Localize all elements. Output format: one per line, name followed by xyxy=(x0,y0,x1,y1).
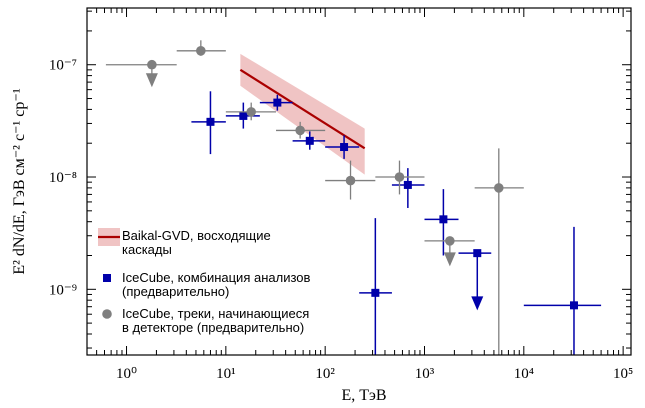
ticks-layer: 10⁰ 10¹ 10² 10³ 10⁴ 10⁵ 10⁻⁹ 10⁻⁸ 10⁻⁷ xyxy=(49,8,633,382)
square-marker xyxy=(305,136,314,145)
icecube-cascade-point xyxy=(458,249,492,311)
y-tick-label: 10⁻⁷ xyxy=(49,58,77,74)
icecube-track-point xyxy=(424,236,475,267)
icecube-track-point xyxy=(276,121,326,139)
circle-marker xyxy=(494,183,504,193)
icecube-cascade-point xyxy=(359,218,392,355)
legend-square-swatch xyxy=(103,274,111,282)
square-marker xyxy=(403,180,412,189)
y-tick-label: 10⁻⁸ xyxy=(49,170,77,186)
icecube-cascade-point xyxy=(292,131,326,150)
square-marker xyxy=(371,288,380,297)
legend-circle-swatch xyxy=(102,309,112,319)
square-marker xyxy=(473,249,482,258)
legend-label: каскады xyxy=(122,242,172,257)
series-layer xyxy=(105,40,602,355)
square-marker xyxy=(340,143,349,152)
icecube-cascade-point xyxy=(225,102,260,129)
square-marker xyxy=(439,215,448,224)
legend-label: IceCube, комбинация анализов xyxy=(122,270,311,285)
baikal-fit-line xyxy=(239,68,366,150)
baikal-band-layer xyxy=(240,53,365,175)
circle-marker xyxy=(196,46,206,56)
x-tick-label: 10³ xyxy=(415,366,435,382)
x-tick-label: 10⁴ xyxy=(514,366,534,382)
upper-limit-arrow xyxy=(471,296,484,311)
circle-marker xyxy=(246,107,257,117)
x-axis-label: E, ТэВ xyxy=(341,387,386,404)
upper-limit-arrow xyxy=(443,252,456,267)
upper-limit-arrow xyxy=(145,73,158,88)
icecube-track-point xyxy=(176,40,226,56)
icecube-track-point xyxy=(325,160,376,200)
circle-marker xyxy=(147,59,157,70)
legend-label: (предварительно) xyxy=(122,284,229,299)
square-marker xyxy=(239,111,248,120)
icecube-cascade-point xyxy=(191,91,226,155)
y-axis-label: E² dN/dE, ГэВ см⁻² с⁻¹ ср⁻¹ xyxy=(11,88,28,274)
x-tick-label: 10⁰ xyxy=(116,366,137,382)
icecube-cascade-point xyxy=(259,94,293,111)
x-tick-label: 10² xyxy=(315,366,335,382)
plot-frame xyxy=(86,7,632,356)
x-tick-label: 10¹ xyxy=(216,366,236,382)
icecube-cascade-point xyxy=(391,168,425,208)
circle-marker xyxy=(345,175,356,186)
icecube-cascade-point xyxy=(325,135,360,159)
x-tick-label: 10⁵ xyxy=(613,366,633,382)
square-marker xyxy=(206,117,215,126)
legend-entry: IceCube, комбинация анализов(предварител… xyxy=(103,270,311,299)
icecube-track-point xyxy=(105,59,177,88)
legend-label: Baikal-GVD, восходящие xyxy=(122,228,271,243)
icecube-cascade-point xyxy=(424,189,459,256)
square-marker xyxy=(569,301,578,310)
square-marker xyxy=(273,98,282,107)
baikal-band xyxy=(240,53,365,175)
legend-label: IceCube, треки, начинающиеся xyxy=(122,306,309,321)
circle-marker xyxy=(295,125,305,136)
circle-marker xyxy=(394,172,405,182)
legend-label: в детекторе (предварительно) xyxy=(122,320,304,335)
icecube-cascade-point xyxy=(523,226,602,355)
circle-marker xyxy=(445,236,455,246)
icecube-track-point xyxy=(375,160,425,195)
y-tick-label: 10⁻⁹ xyxy=(49,282,77,298)
icecube-track-point xyxy=(474,148,524,355)
icecube-track-point xyxy=(225,102,277,121)
